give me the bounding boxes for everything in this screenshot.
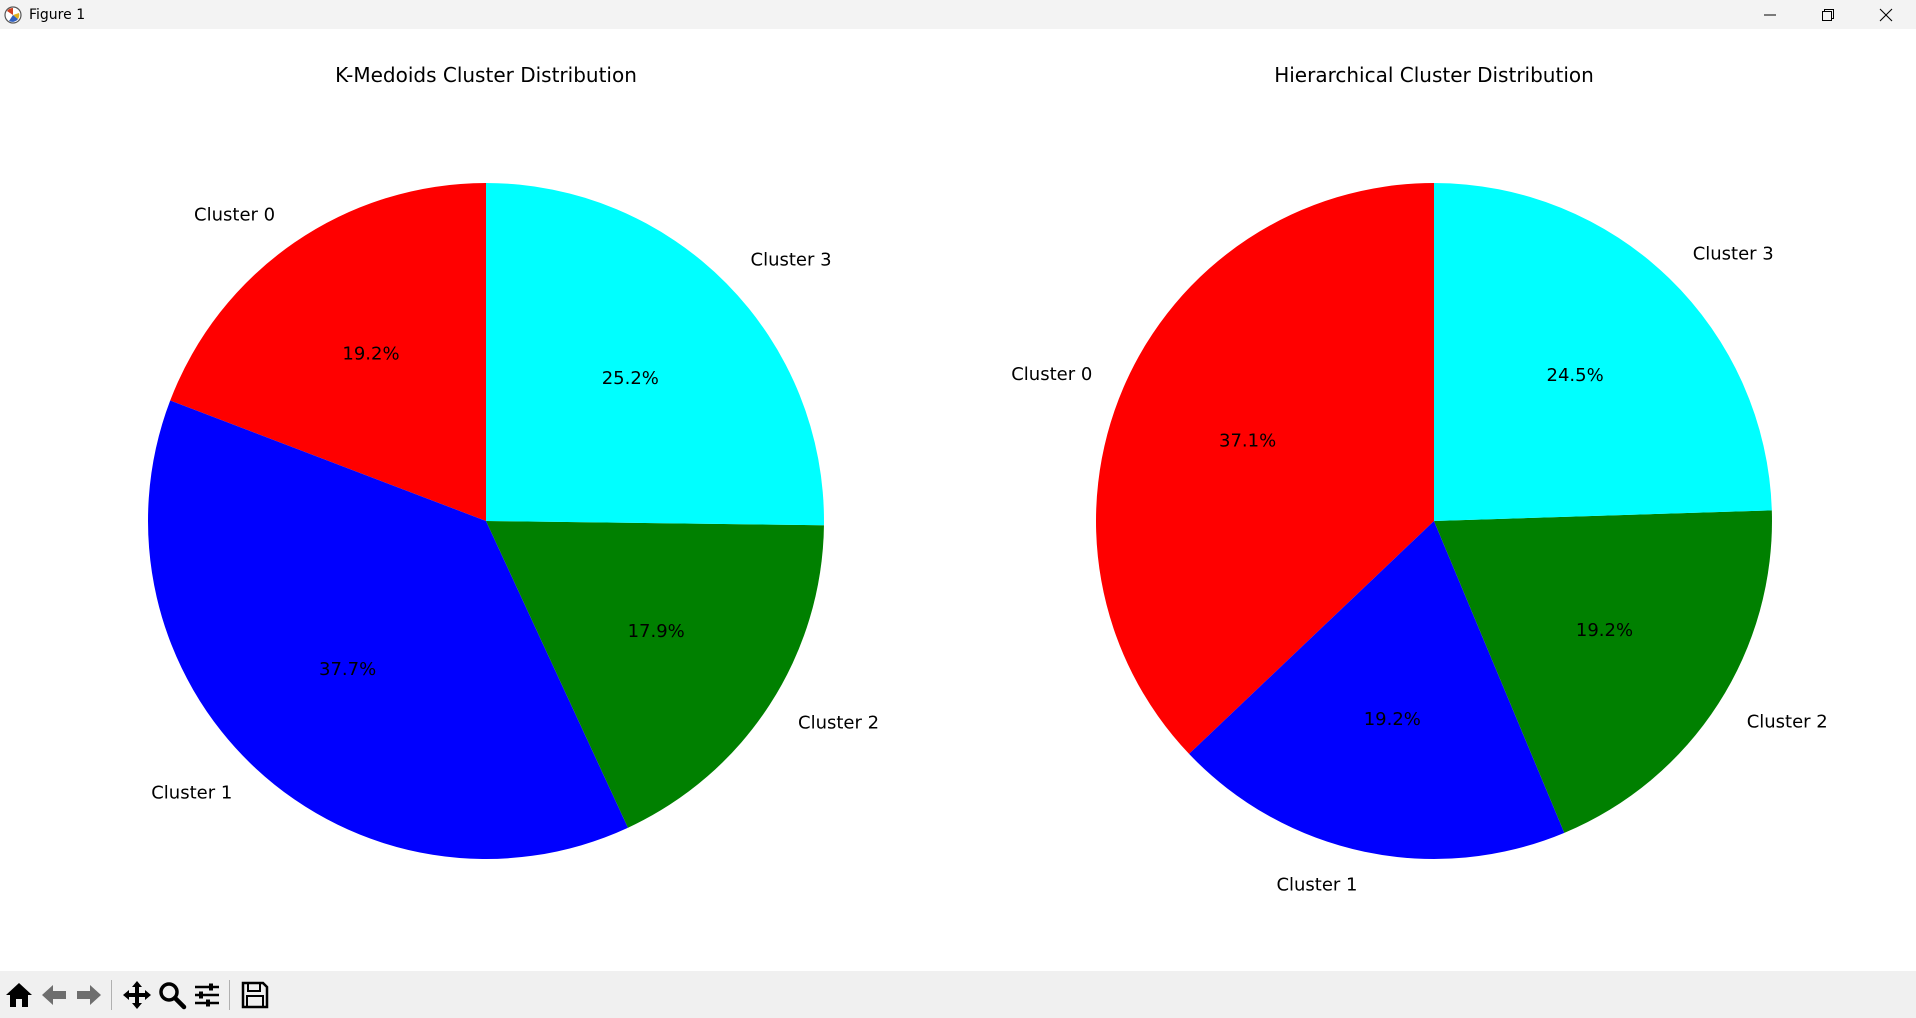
pie-slice-0 bbox=[1096, 183, 1434, 754]
back-button[interactable] bbox=[38, 977, 70, 1013]
slice-percent-label: 19.2% bbox=[1576, 620, 1633, 641]
slice-percent-label: 25.2% bbox=[602, 368, 659, 389]
slice-percent-label: 37.1% bbox=[1219, 431, 1276, 452]
restore-button[interactable] bbox=[1799, 0, 1857, 29]
pie-slice-0 bbox=[170, 183, 486, 521]
slice-percent-label: 19.2% bbox=[1364, 709, 1421, 730]
pie-slice-2 bbox=[1434, 510, 1772, 833]
title-bar: Figure 1 bbox=[0, 0, 1916, 29]
slice-percent-label: 24.5% bbox=[1547, 365, 1604, 386]
chart-title: Hierarchical Cluster Distribution bbox=[1274, 63, 1594, 87]
minimize-button[interactable] bbox=[1741, 0, 1799, 29]
toolbar-separator bbox=[229, 979, 230, 1010]
slice-percent-label: 17.9% bbox=[628, 621, 685, 642]
slice-label: Cluster 1 bbox=[1276, 874, 1357, 895]
pie-chart-0: K-Medoids Cluster Distribution Cluster 0 1… bbox=[148, 63, 879, 859]
toolbar-separator bbox=[111, 979, 112, 1010]
slice-label: Cluster 3 bbox=[751, 249, 832, 270]
slice-label: Cluster 2 bbox=[1747, 712, 1828, 733]
slice-label: Cluster 1 bbox=[151, 782, 232, 803]
chart-title: K-Medoids Cluster Distribution bbox=[335, 63, 637, 87]
configure-subplots-icon bbox=[195, 983, 219, 1006]
pie-chart-1: Hierarchical Cluster Distribution Cluster… bbox=[1011, 63, 1828, 895]
pie-slice-2 bbox=[486, 521, 824, 828]
slice-label: Cluster 3 bbox=[1693, 244, 1774, 265]
pie-slice-1 bbox=[1189, 521, 1565, 859]
app-icon bbox=[4, 5, 22, 24]
restore-icon bbox=[1822, 8, 1834, 21]
pan-icon bbox=[123, 980, 151, 1009]
figure-canvas[interactable]: K-Medoids Cluster Distribution Cluster 0 1… bbox=[0, 29, 1916, 971]
slice-label: Cluster 0 bbox=[194, 204, 275, 225]
window-title: Figure 1 bbox=[29, 6, 86, 23]
pie-slice-3 bbox=[486, 183, 824, 526]
pie-slice-3 bbox=[1434, 183, 1772, 521]
forward-arrow-icon bbox=[77, 984, 101, 1005]
pan-button[interactable] bbox=[121, 977, 153, 1013]
home-icon bbox=[6, 982, 32, 1007]
zoom-button[interactable] bbox=[156, 977, 188, 1013]
close-button[interactable] bbox=[1857, 0, 1915, 29]
save-button[interactable] bbox=[239, 977, 271, 1013]
pie-slice-1 bbox=[148, 400, 628, 859]
navigation-toolbar bbox=[0, 971, 1916, 1018]
home-button[interactable] bbox=[3, 977, 35, 1013]
slice-label: Cluster 0 bbox=[1011, 364, 1092, 385]
configure-subplots-button[interactable] bbox=[191, 977, 223, 1013]
slice-percent-label: 37.7% bbox=[319, 659, 376, 680]
close-icon bbox=[1879, 8, 1893, 21]
zoom-icon bbox=[159, 981, 187, 1009]
minimize-icon bbox=[1764, 14, 1776, 15]
save-icon bbox=[241, 981, 269, 1008]
slice-percent-label: 19.2% bbox=[342, 344, 399, 365]
forward-button[interactable] bbox=[73, 977, 105, 1013]
pie-charts: K-Medoids Cluster Distribution Cluster 0 1… bbox=[148, 63, 1828, 895]
slice-label: Cluster 2 bbox=[798, 713, 879, 734]
back-arrow-icon bbox=[42, 984, 66, 1005]
